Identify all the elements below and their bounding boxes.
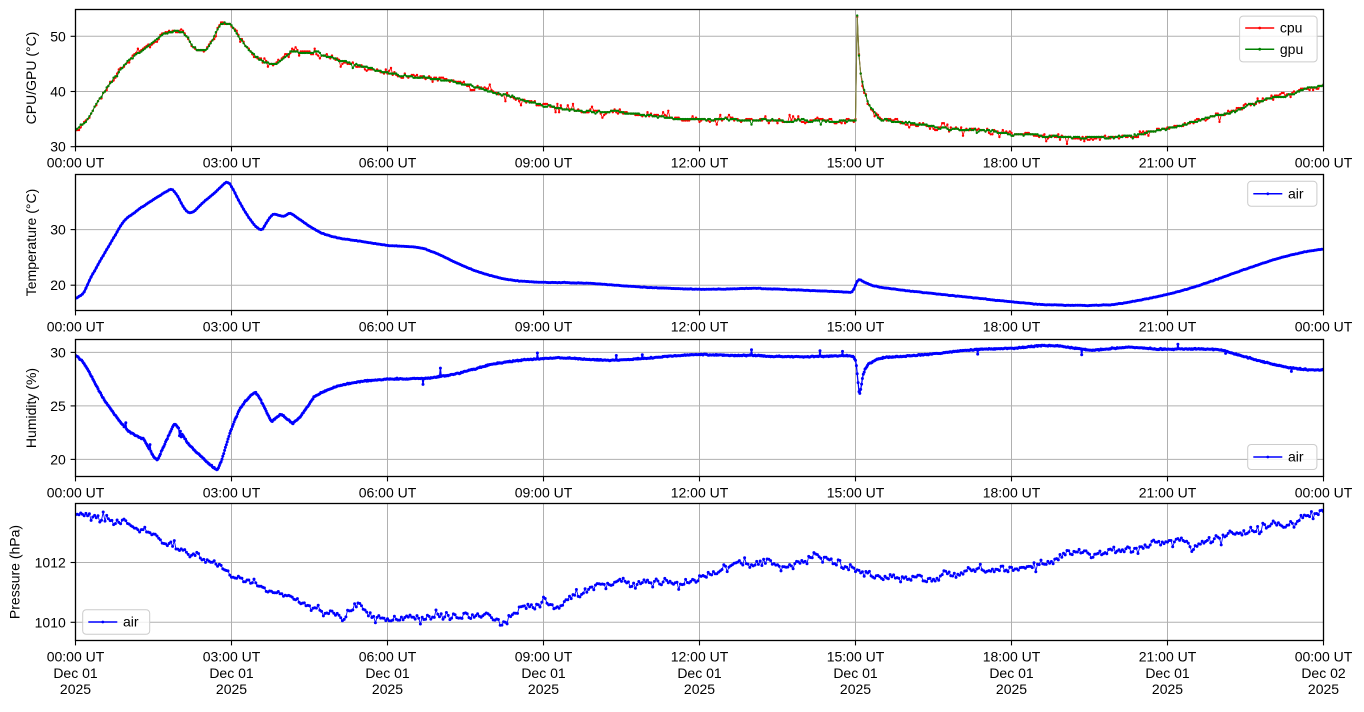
- svg-text:00:00 UT: 00:00 UT: [47, 485, 105, 501]
- svg-text:20: 20: [50, 277, 66, 293]
- svg-text:40: 40: [50, 84, 66, 100]
- svg-text:Dec 01: Dec 01: [1145, 665, 1190, 681]
- svg-text:21:00 UT: 21:00 UT: [1139, 485, 1197, 501]
- svg-text:12:00 UT: 12:00 UT: [671, 155, 729, 171]
- svg-text:30: 30: [50, 139, 66, 155]
- svg-text:2025: 2025: [684, 681, 715, 697]
- svg-text:2025: 2025: [216, 681, 247, 697]
- svg-text:2025: 2025: [528, 681, 559, 697]
- svg-text:12:00 UT: 12:00 UT: [671, 485, 729, 501]
- svg-text:18:00 UT: 18:00 UT: [983, 649, 1041, 665]
- svg-text:18:00 UT: 18:00 UT: [983, 319, 1041, 335]
- svg-text:2025: 2025: [840, 681, 871, 697]
- svg-text:Dec 01: Dec 01: [521, 665, 566, 681]
- svg-text:30: 30: [50, 344, 66, 360]
- svg-text:03:00 UT: 03:00 UT: [203, 485, 261, 501]
- svg-text:03:00 UT: 03:00 UT: [203, 649, 261, 665]
- svg-text:00:00 UT: 00:00 UT: [1295, 649, 1353, 665]
- svg-text:Humidity (%): Humidity (%): [23, 368, 39, 448]
- svg-text:CPU/GPU (°C): CPU/GPU (°C): [23, 32, 39, 125]
- svg-text:15:00 UT: 15:00 UT: [827, 319, 885, 335]
- svg-text:50: 50: [50, 28, 66, 44]
- svg-text:Dec 01: Dec 01: [833, 665, 878, 681]
- svg-text:00:00 UT: 00:00 UT: [47, 319, 105, 335]
- svg-text:2025: 2025: [372, 681, 403, 697]
- svg-text:2025: 2025: [996, 681, 1027, 697]
- svg-text:21:00 UT: 21:00 UT: [1139, 649, 1197, 665]
- svg-text:09:00 UT: 09:00 UT: [515, 319, 573, 335]
- svg-text:09:00 UT: 09:00 UT: [515, 649, 573, 665]
- svg-text:06:00 UT: 06:00 UT: [359, 319, 417, 335]
- svg-text:30: 30: [50, 222, 66, 238]
- svg-text:20: 20: [50, 451, 66, 467]
- svg-text:Temperature (°C): Temperature (°C): [23, 189, 39, 297]
- svg-text:00:00 UT: 00:00 UT: [1295, 485, 1353, 501]
- svg-text:06:00 UT: 06:00 UT: [359, 649, 417, 665]
- svg-text:15:00 UT: 15:00 UT: [827, 485, 885, 501]
- svg-text:00:00 UT: 00:00 UT: [1295, 319, 1353, 335]
- svg-text:12:00 UT: 12:00 UT: [671, 649, 729, 665]
- svg-text:Pressure (hPa): Pressure (hPa): [6, 525, 22, 619]
- svg-text:15:00 UT: 15:00 UT: [827, 649, 885, 665]
- svg-text:cpu: cpu: [1280, 20, 1303, 36]
- svg-text:03:00 UT: 03:00 UT: [203, 319, 261, 335]
- svg-text:03:00 UT: 03:00 UT: [203, 155, 261, 171]
- svg-text:2025: 2025: [1308, 681, 1339, 697]
- svg-text:Dec 01: Dec 01: [53, 665, 98, 681]
- svg-text:Dec 01: Dec 01: [989, 665, 1034, 681]
- svg-text:2025: 2025: [60, 681, 91, 697]
- svg-text:air: air: [123, 614, 139, 630]
- svg-text:1010: 1010: [35, 614, 66, 630]
- svg-text:21:00 UT: 21:00 UT: [1139, 319, 1197, 335]
- svg-text:21:00 UT: 21:00 UT: [1139, 155, 1197, 171]
- svg-text:18:00 UT: 18:00 UT: [983, 155, 1041, 171]
- svg-text:00:00 UT: 00:00 UT: [1295, 155, 1353, 171]
- svg-text:09:00 UT: 09:00 UT: [515, 155, 573, 171]
- svg-text:Dec 01: Dec 01: [365, 665, 410, 681]
- svg-text:18:00 UT: 18:00 UT: [983, 485, 1041, 501]
- svg-text:25: 25: [50, 398, 66, 414]
- svg-text:00:00 UT: 00:00 UT: [47, 155, 105, 171]
- svg-text:06:00 UT: 06:00 UT: [359, 485, 417, 501]
- svg-text:air: air: [1288, 186, 1304, 202]
- svg-text:15:00 UT: 15:00 UT: [827, 155, 885, 171]
- svg-text:2025: 2025: [1152, 681, 1183, 697]
- svg-text:Dec 01: Dec 01: [209, 665, 254, 681]
- svg-text:Dec 02: Dec 02: [1301, 665, 1346, 681]
- svg-text:Dec 01: Dec 01: [677, 665, 722, 681]
- svg-text:12:00 UT: 12:00 UT: [671, 319, 729, 335]
- svg-text:06:00 UT: 06:00 UT: [359, 155, 417, 171]
- svg-text:gpu: gpu: [1280, 41, 1303, 57]
- svg-text:air: air: [1288, 449, 1304, 465]
- svg-text:00:00 UT: 00:00 UT: [47, 649, 105, 665]
- svg-text:09:00 UT: 09:00 UT: [515, 485, 573, 501]
- svg-text:1012: 1012: [35, 555, 66, 571]
